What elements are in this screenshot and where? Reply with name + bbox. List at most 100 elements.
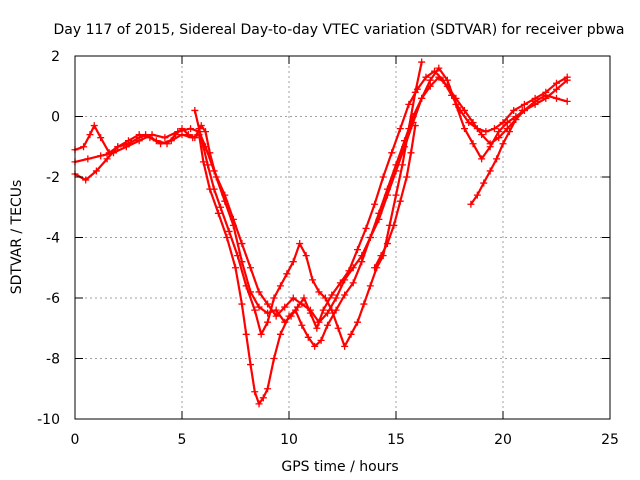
- data-point: [324, 309, 332, 317]
- data-point: [563, 97, 571, 105]
- data-point: [520, 100, 528, 108]
- data-point: [379, 173, 387, 181]
- data-point: [478, 131, 486, 139]
- data-point: [309, 276, 317, 284]
- data-point: [315, 318, 323, 326]
- data-point: [392, 191, 400, 199]
- data-point: [510, 106, 518, 114]
- data-point: [281, 303, 289, 311]
- data-point: [480, 179, 488, 187]
- data-point: [435, 64, 443, 72]
- chart-title: Day 117 of 2015, Sidereal Day-to-day VTE…: [53, 22, 624, 38]
- data-point: [341, 342, 349, 350]
- data-point: [499, 140, 507, 148]
- data-point: [313, 324, 321, 332]
- data-point: [251, 306, 259, 314]
- data-point: [360, 300, 368, 308]
- data-point: [259, 394, 267, 402]
- data-point: [311, 342, 319, 350]
- data-point: [493, 155, 501, 163]
- data-point: [422, 73, 430, 81]
- y-tick-label: 2: [51, 49, 60, 65]
- data-point: [135, 137, 143, 145]
- data-point: [291, 306, 299, 314]
- data-point: [482, 128, 490, 136]
- data-point: [270, 355, 278, 362]
- data-point: [187, 125, 195, 133]
- data-point: [90, 122, 98, 130]
- data-point: [452, 100, 460, 108]
- data-point: [302, 252, 310, 260]
- data-point: [82, 176, 90, 184]
- data-point: [92, 167, 100, 175]
- data-point: [255, 303, 263, 311]
- data-point: [272, 306, 280, 314]
- data-point: [161, 134, 169, 142]
- data-point: [418, 94, 426, 102]
- data-point: [486, 143, 494, 151]
- data-point: [238, 240, 246, 248]
- data-point: [255, 400, 263, 408]
- data-point: [553, 85, 560, 93]
- y-axis-label: SDTVAR / TECUs: [9, 180, 25, 295]
- data-point: [289, 294, 297, 302]
- data-point: [251, 388, 259, 396]
- data-point: [512, 116, 520, 124]
- data-point: [195, 125, 203, 133]
- data-point: [371, 200, 379, 208]
- axis-ticks: 0 5 10 15 20 25 -10 -8 -6 -4 -2 0 2: [37, 49, 619, 448]
- data-point: [276, 282, 284, 290]
- data-point: [371, 264, 379, 272]
- data-point: [353, 246, 361, 254]
- data-point: [377, 252, 385, 260]
- data-point: [383, 191, 391, 199]
- series-track-2: [71, 73, 571, 408]
- x-tick-label: 10: [280, 432, 298, 448]
- series-line: [373, 124, 417, 269]
- data-point: [103, 155, 111, 163]
- data-point: [435, 73, 443, 81]
- data-point: [467, 200, 475, 208]
- data-point: [84, 155, 92, 163]
- data-point: [341, 291, 349, 299]
- data-point: [135, 131, 143, 139]
- data-point: [328, 306, 336, 314]
- data-point: [242, 330, 250, 338]
- y-tick-label: -8: [46, 352, 60, 368]
- data-point: [383, 240, 391, 248]
- x-tick-label: 5: [178, 432, 187, 448]
- data-point: [503, 119, 511, 127]
- data-point: [122, 143, 130, 151]
- data-point: [306, 306, 314, 314]
- data-point: [264, 300, 272, 308]
- data-point: [283, 270, 291, 278]
- data-point: [495, 128, 503, 136]
- data-point: [396, 125, 404, 133]
- data-point: [418, 58, 426, 66]
- data-point: [460, 125, 468, 133]
- data-point: [426, 76, 434, 84]
- x-tick-label: 0: [71, 432, 80, 448]
- data-point: [157, 140, 165, 148]
- data-point: [210, 167, 218, 175]
- data-point: [234, 252, 242, 260]
- data-point: [324, 321, 332, 329]
- data-point: [110, 149, 118, 157]
- data-point: [542, 94, 550, 102]
- data-point: [97, 152, 105, 160]
- data-point: [321, 294, 329, 302]
- data-point: [460, 106, 468, 114]
- data-point: [86, 131, 94, 139]
- x-tick-label: 25: [601, 432, 619, 448]
- data-point: [553, 94, 560, 102]
- data-point: [443, 76, 451, 84]
- x-tick-label: 20: [494, 432, 512, 448]
- data-point: [341, 276, 349, 284]
- data-point: [328, 291, 336, 299]
- data-point: [272, 312, 280, 320]
- y-tick-label: -2: [46, 170, 60, 186]
- data-point: [199, 143, 207, 151]
- data-point: [334, 324, 342, 332]
